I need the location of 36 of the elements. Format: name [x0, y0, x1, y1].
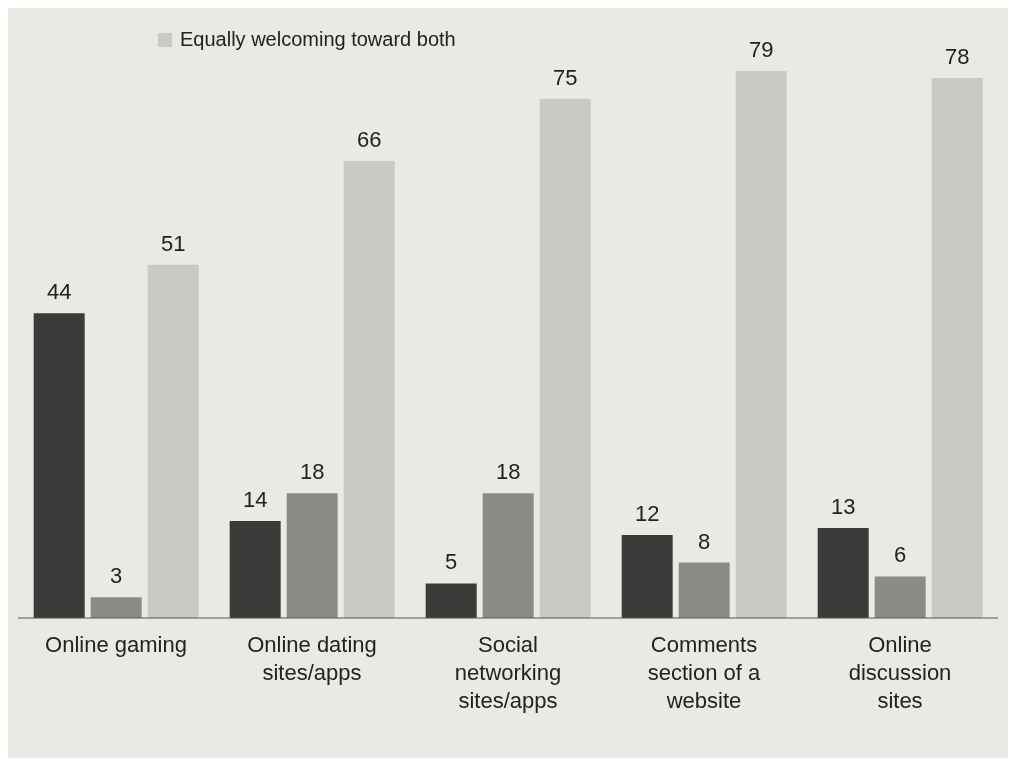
bar	[874, 576, 926, 618]
data-label: 51	[160, 230, 186, 256]
bar	[343, 161, 395, 618]
bar	[678, 562, 730, 618]
bar	[539, 98, 591, 618]
bar	[621, 534, 673, 618]
data-label: 13	[830, 493, 856, 519]
x-tick-label: Online dating sites/apps	[247, 632, 377, 685]
x-tick-label: Social networking sites/apps	[454, 632, 562, 713]
x-tick-label: Comments section of a website	[647, 632, 762, 713]
legend-label: Equally welcoming toward both	[180, 28, 456, 51]
data-label: 66	[356, 127, 382, 153]
bar	[229, 521, 281, 618]
x-tick-label: Online gaming	[45, 632, 187, 657]
data-label: 75	[552, 64, 578, 90]
bar	[425, 583, 477, 618]
data-label: 44	[46, 279, 72, 305]
bar	[286, 493, 338, 618]
data-label: 8	[698, 528, 711, 554]
data-label: 79	[748, 37, 774, 62]
data-label: 6	[894, 542, 907, 568]
data-label: 18	[299, 459, 325, 485]
x-tick-label: Online discussion sites	[848, 632, 952, 713]
bar	[931, 77, 983, 618]
data-label: 78	[944, 43, 970, 69]
bar	[147, 264, 199, 618]
data-label: 5	[445, 549, 458, 575]
data-label: 14	[242, 487, 268, 513]
data-label: 18	[495, 459, 521, 485]
data-label: 12	[634, 500, 660, 526]
bar	[90, 597, 142, 618]
bar	[735, 71, 787, 618]
bar	[482, 493, 534, 618]
data-label: 3	[110, 563, 123, 589]
bar	[33, 313, 85, 618]
bar	[817, 527, 869, 618]
